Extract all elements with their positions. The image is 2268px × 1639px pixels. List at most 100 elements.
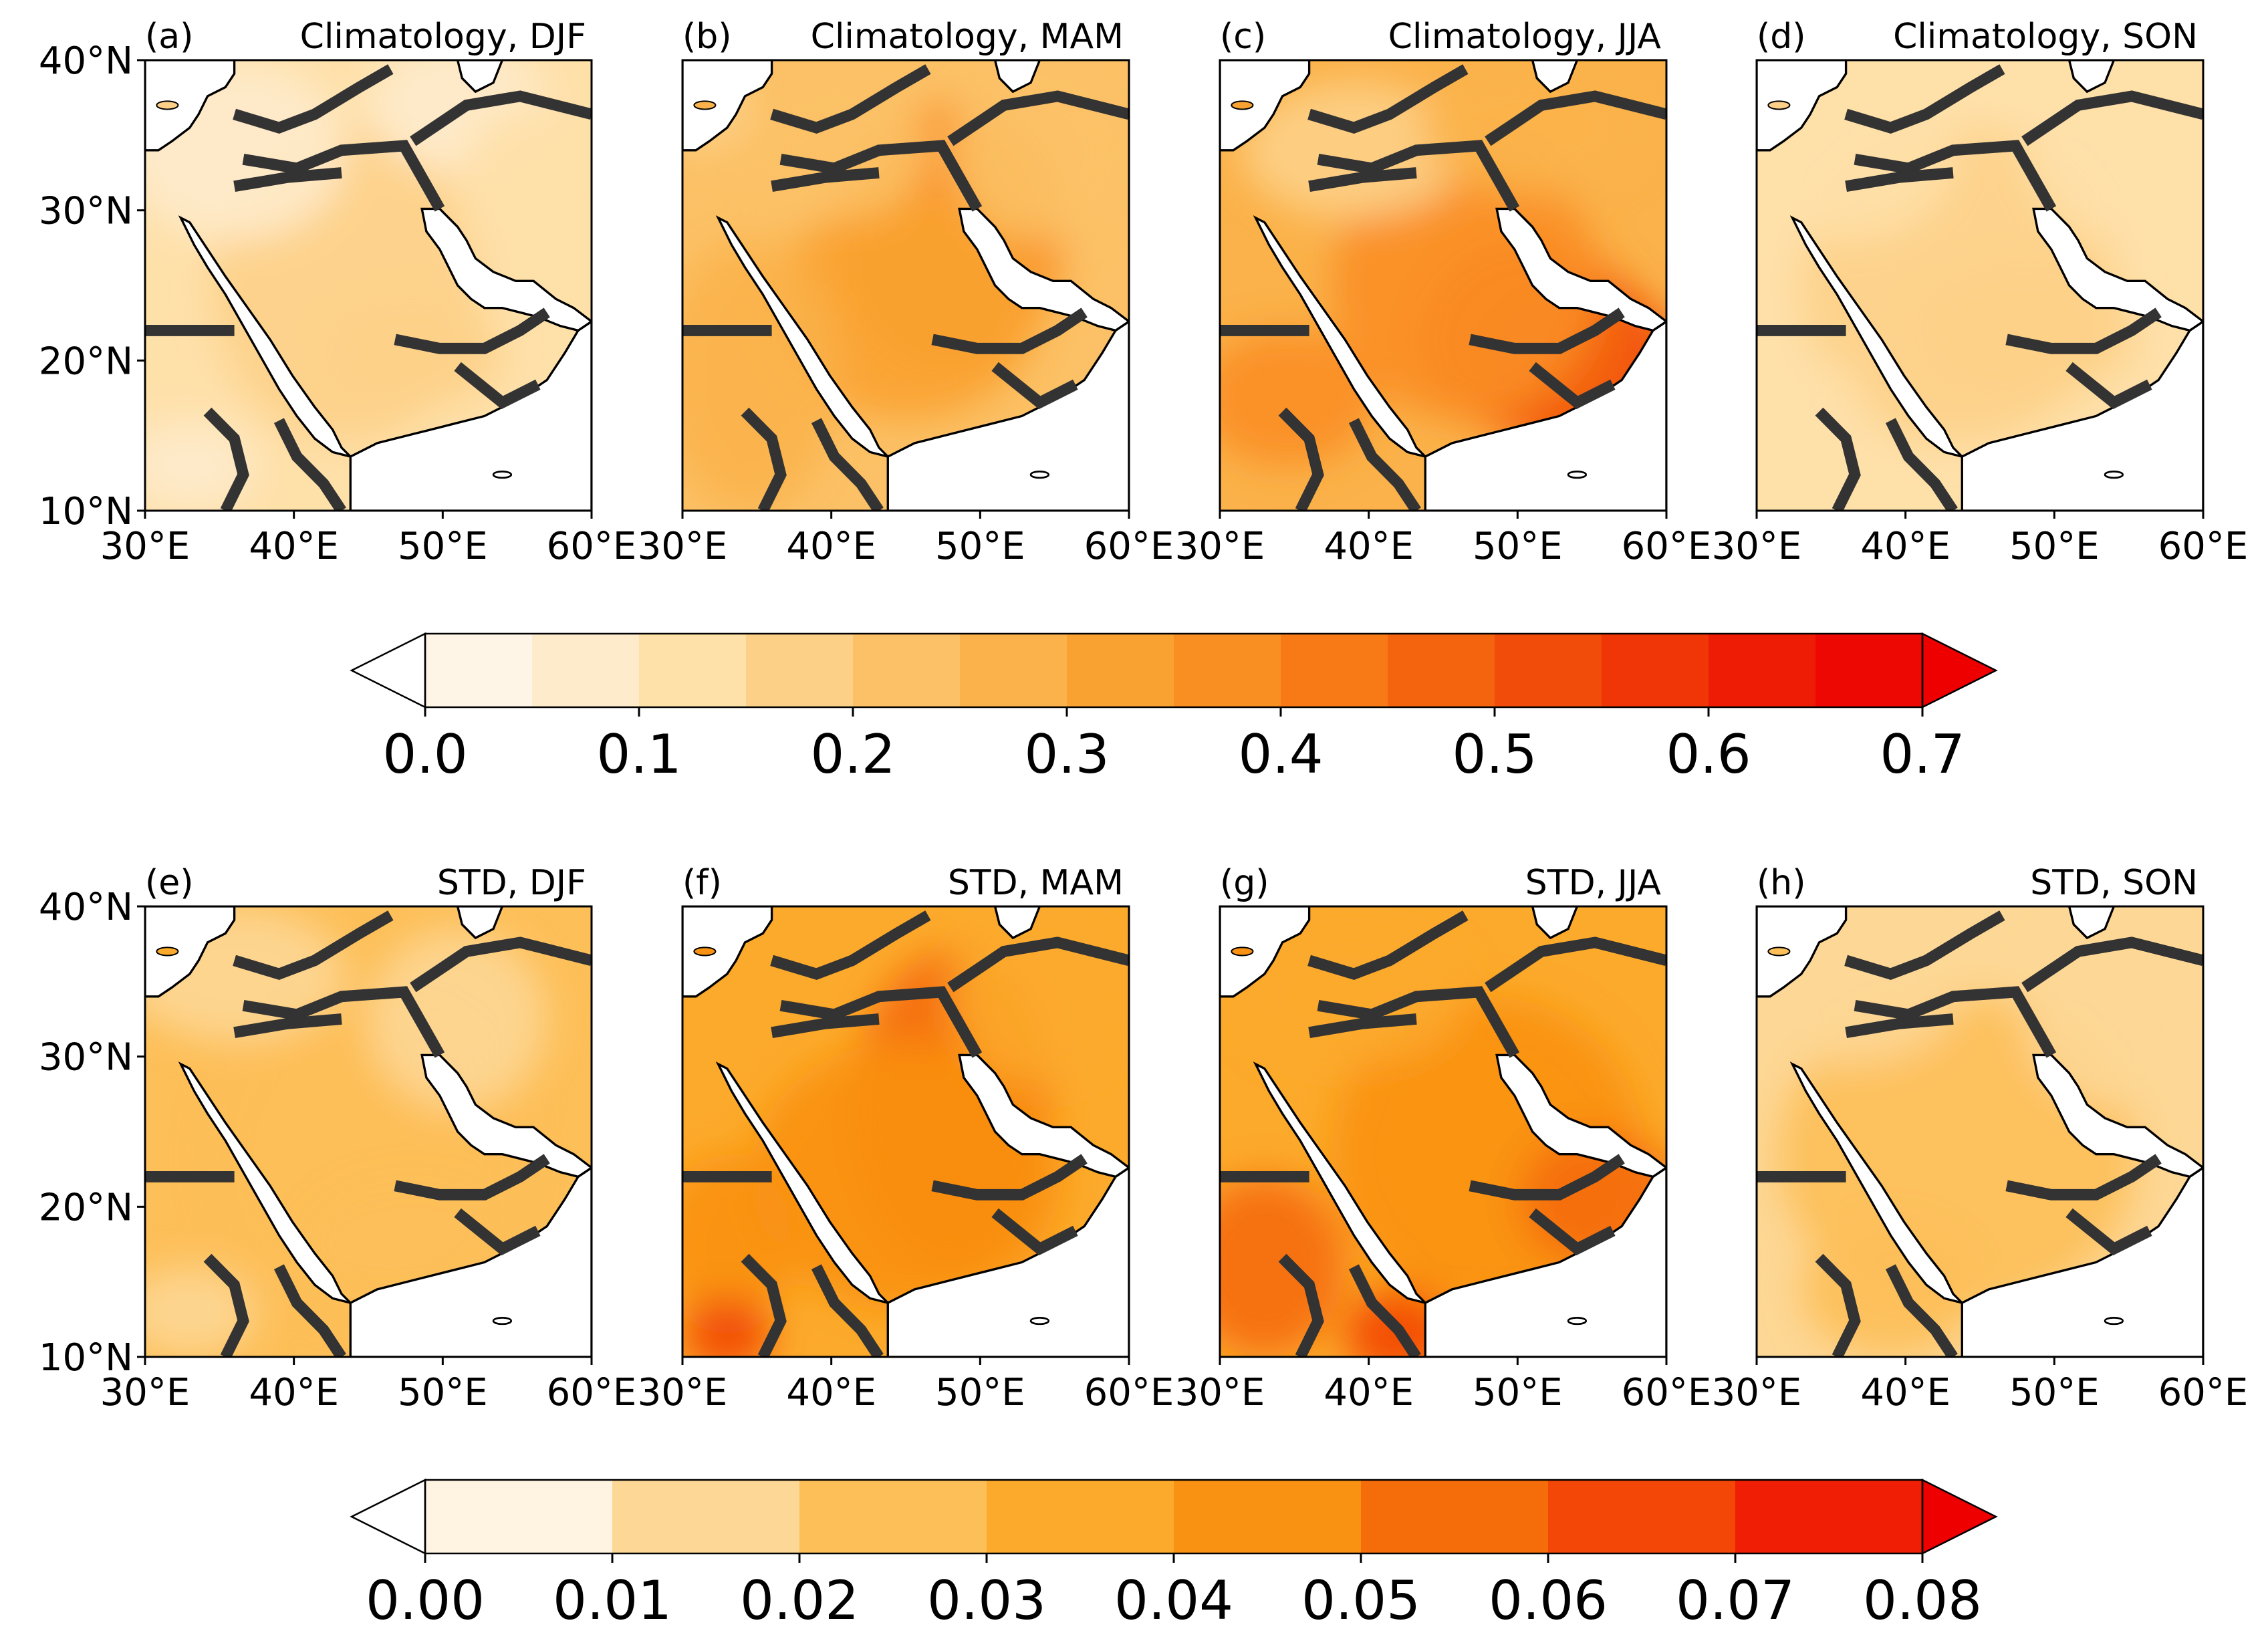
lon-tick-label: 30°E xyxy=(100,525,191,568)
colorbar-tick-label: 0.3 xyxy=(1024,723,1109,785)
panel-title: Climatology, JJA xyxy=(1388,17,1662,57)
lon-tick-label: 40°E xyxy=(1860,525,1950,568)
lon-tick-label: 30°E xyxy=(1712,525,1802,568)
colorbar-segment xyxy=(1174,1480,1362,1553)
panel-label: (c) xyxy=(1220,17,1266,57)
panel-title: STD, DJF xyxy=(437,863,586,903)
colorbar-segment xyxy=(1709,634,1816,707)
colorbar-segment xyxy=(746,634,854,707)
colorbar-tick-label: 0.7 xyxy=(1880,723,1965,785)
socotra-island xyxy=(1029,471,1050,479)
lon-tick-label: 30°E xyxy=(1175,1371,1265,1414)
panel-frame xyxy=(1755,59,2204,512)
lon-tick-label: 50°E xyxy=(1473,1371,1563,1414)
colorbar-segment xyxy=(1388,634,1495,707)
colorbar-over-arrow xyxy=(1921,1478,1998,1555)
colorbar-tick-label: 0.08 xyxy=(1863,1569,1982,1632)
lon-tick-label: 50°E xyxy=(1473,525,1563,568)
cyprus-island xyxy=(156,947,179,957)
lon-tick-label: 30°E xyxy=(100,1371,191,1414)
colorbar-segment xyxy=(612,1480,800,1553)
map-panel-g: (g) STD, JJA 30°E 40°E 50°E 60°E xyxy=(1175,863,1712,1414)
cyprus-island xyxy=(693,100,717,110)
map-panel-h: (h) STD, SON 30°E 40°E 50°E 60°E xyxy=(1712,863,2249,1414)
socotra-island xyxy=(492,1317,513,1326)
lat-tick-label: 40°N xyxy=(39,886,133,929)
panel-title: STD, JJA xyxy=(1525,863,1662,903)
lat-tick-label: 30°N xyxy=(39,1036,133,1080)
lon-tick-label: 30°E xyxy=(1175,525,1265,568)
socotra-island xyxy=(1567,1317,1588,1326)
colorbar-segment xyxy=(1281,634,1388,707)
panel-label: (f) xyxy=(682,863,722,903)
colorbar-tick-label: 0.01 xyxy=(553,1569,672,1632)
colorbar-tick-label: 0.5 xyxy=(1452,723,1537,785)
lon-tick-label: 40°E xyxy=(1324,1371,1414,1414)
colorbar-tick-label: 0.0 xyxy=(382,723,467,785)
colorbar-segment xyxy=(1602,634,1709,707)
panel-label: (b) xyxy=(682,17,732,57)
colorbar-segment xyxy=(960,634,1067,707)
cyprus-island xyxy=(1767,100,1791,110)
panel-title: Climatology, SON xyxy=(1893,17,2198,57)
colorbar-tick-label: 0.4 xyxy=(1238,723,1323,785)
lon-tick-label: 40°E xyxy=(786,1371,876,1414)
colorbar-segment xyxy=(1735,1480,1923,1553)
panel-frame xyxy=(1219,905,1668,1358)
lon-tick-label: 30°E xyxy=(638,1371,728,1414)
lon-tick-label: 60°E xyxy=(547,1371,637,1414)
panel-frame xyxy=(1755,905,2204,1358)
lat-tick-label: 20°N xyxy=(39,340,133,383)
lon-tick-label: 40°E xyxy=(249,1371,339,1414)
lon-tick-label: 40°E xyxy=(249,525,339,568)
lon-tick-label: 50°E xyxy=(2009,525,2100,568)
lon-tick-label: 40°E xyxy=(786,525,876,568)
cyprus-island xyxy=(1231,947,1254,957)
lat-tick-label: 10°N xyxy=(39,490,133,533)
panel-label: (g) xyxy=(1220,863,1269,903)
colorbar-under-arrow xyxy=(350,632,426,709)
map-panel-d: (d) Climatology, SON 30°E 40°E 50°E 60°E xyxy=(1712,17,2249,568)
colorbar-tick-label: 0.06 xyxy=(1489,1569,1608,1632)
lat-tick-label: 40°N xyxy=(39,39,133,83)
colorbar-segment xyxy=(425,1480,613,1553)
panel-frame xyxy=(144,905,593,1358)
lon-tick-label: 60°E xyxy=(1084,525,1174,568)
map-panel-c: (c) Climatology, JJA 30°E 40°E 50°E 60°E xyxy=(1175,17,1712,568)
cyprus-island xyxy=(1767,947,1791,957)
lon-tick-label: 60°E xyxy=(2158,525,2249,568)
cyprus-island xyxy=(1231,100,1254,110)
colorbar-segment xyxy=(799,1480,987,1553)
lon-tick-label: 50°E xyxy=(935,525,1025,568)
lon-tick-label: 60°E xyxy=(1622,1371,1712,1414)
colorbar-tick-label: 0.02 xyxy=(740,1569,859,1632)
socotra-island xyxy=(2104,1317,2124,1326)
colorbar-under-arrow xyxy=(350,1478,426,1555)
colorbar-segment xyxy=(1815,634,1923,707)
socotra-island xyxy=(492,471,513,479)
colorbar-segment xyxy=(532,634,640,707)
socotra-island xyxy=(1567,471,1588,479)
colorbar-tick-label: 0.2 xyxy=(810,723,895,785)
colorbar-segment xyxy=(987,1480,1174,1553)
panel-frame xyxy=(681,905,1130,1358)
colorbar-2: 0.00 0.01 0.02 0.03 0.04 0.05 0.06 0.07 0.08 xyxy=(350,1478,1998,1632)
lon-tick-label: 60°E xyxy=(2158,1371,2249,1414)
colorbar-segment xyxy=(1067,634,1174,707)
panel-label: (a) xyxy=(145,17,193,57)
colorbar-segment xyxy=(425,634,533,707)
lat-tick-label: 30°N xyxy=(39,190,133,233)
panel-frame xyxy=(681,59,1130,512)
lat-tick-label: 20°N xyxy=(39,1186,133,1229)
panel-label: (d) xyxy=(1757,17,1806,57)
panel-title: Climatology, MAM xyxy=(811,17,1124,57)
panel-frame xyxy=(1219,59,1668,512)
lon-tick-label: 30°E xyxy=(638,525,728,568)
panel-frame xyxy=(144,59,593,512)
colorbar-tick-label: 0.05 xyxy=(1301,1569,1420,1632)
lon-tick-label: 50°E xyxy=(2009,1371,2100,1414)
colorbar-segment xyxy=(1174,634,1281,707)
map-panel-b: (b) Climatology, MAM 30°E 40°E 50°E 60°E xyxy=(638,17,1174,568)
